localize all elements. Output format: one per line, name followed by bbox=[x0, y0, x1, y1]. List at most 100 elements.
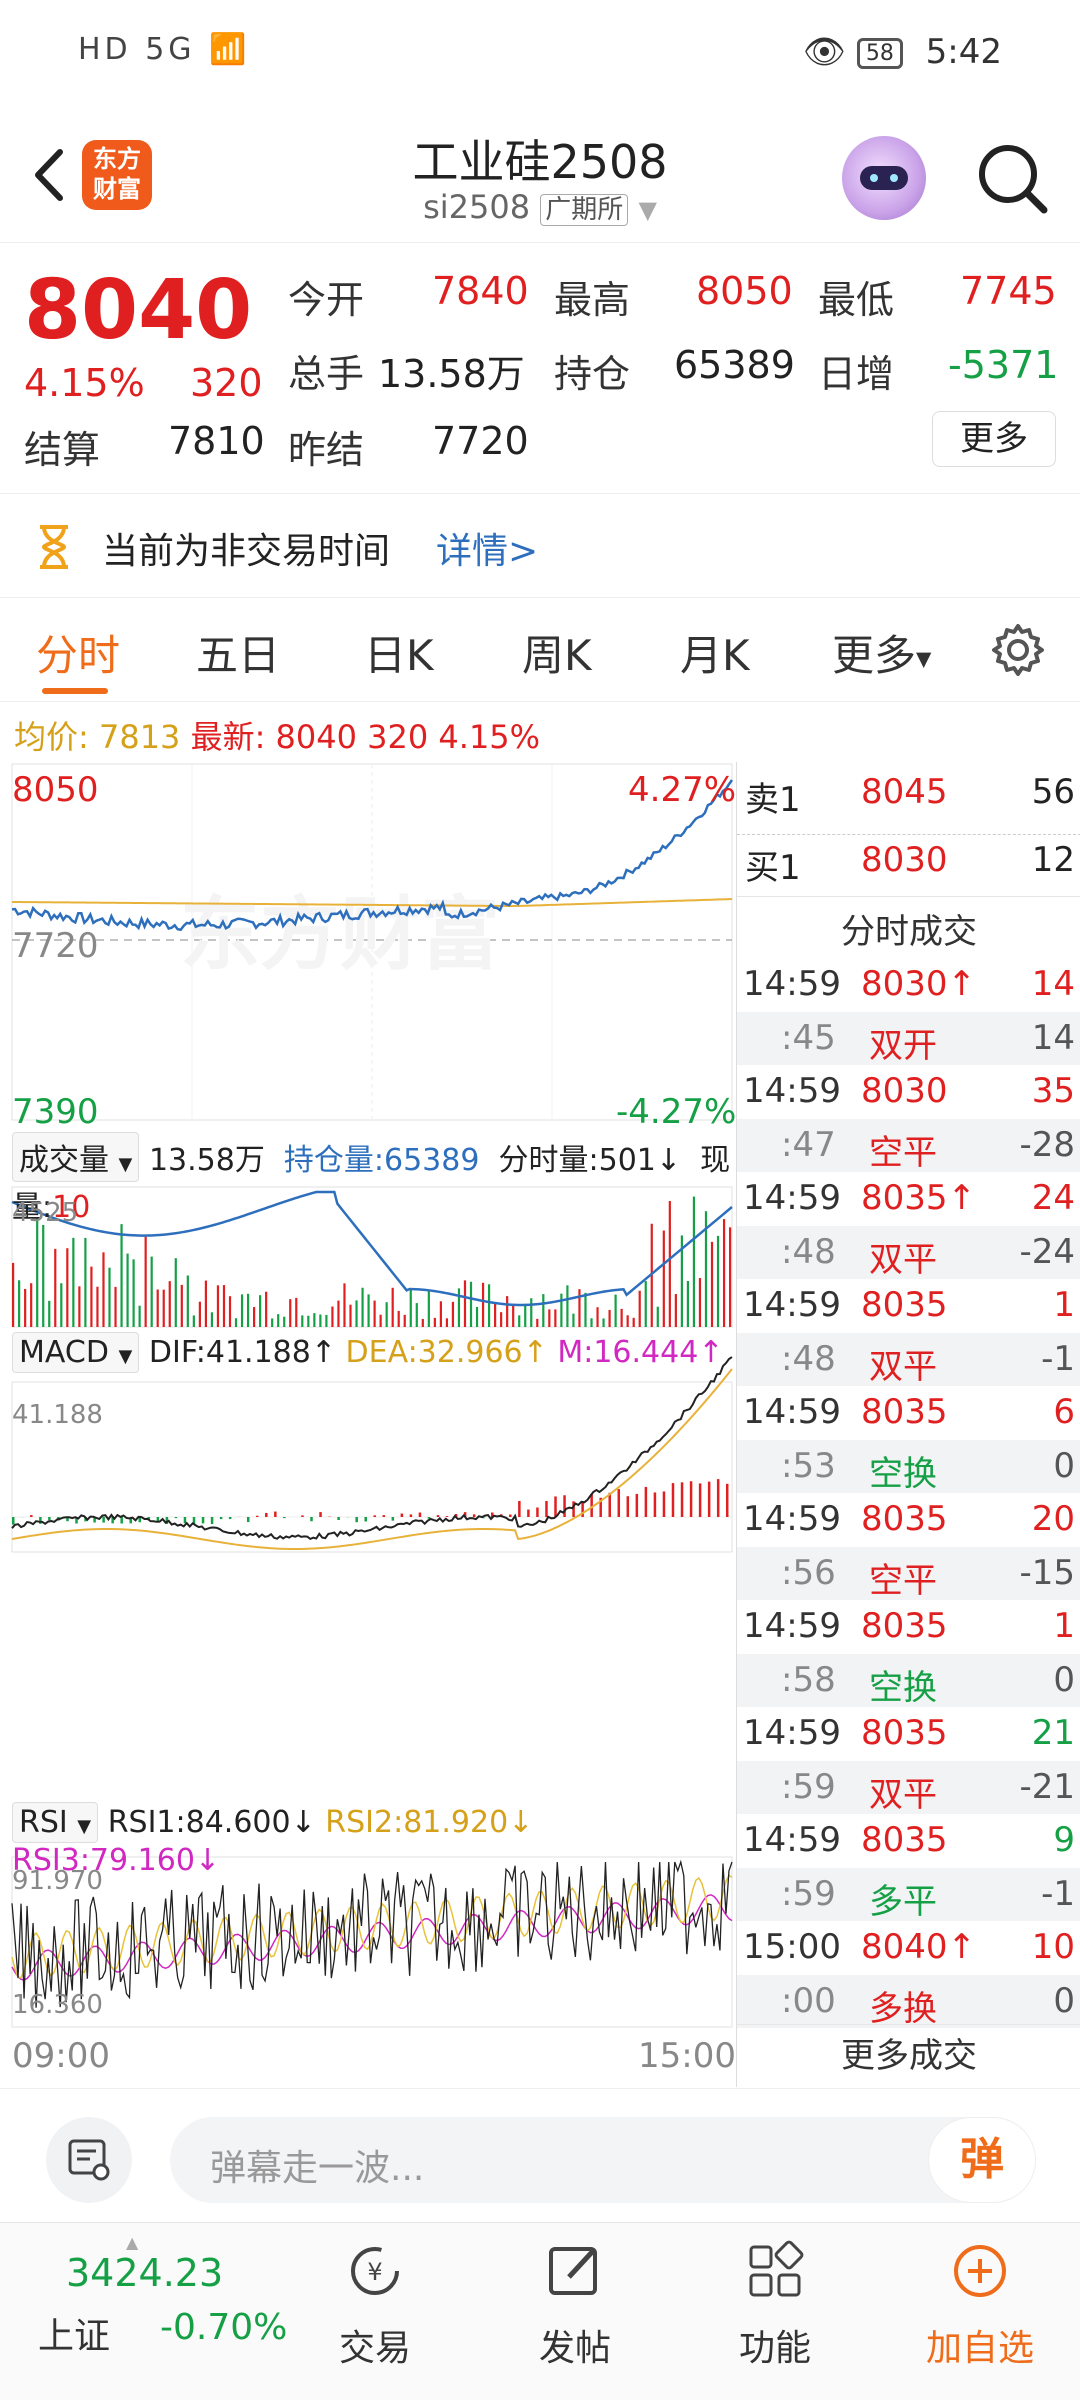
macd-histogram-bar bbox=[283, 1517, 286, 1518]
volume-bar bbox=[271, 1318, 273, 1327]
volume-bar bbox=[476, 1307, 478, 1327]
danmaku-send-button[interactable]: 弹 bbox=[928, 2117, 1036, 2203]
volume-bar bbox=[596, 1307, 598, 1327]
tab-more[interactable]: 更多▼ bbox=[832, 622, 931, 683]
volume-axis-label: 4525 bbox=[12, 1198, 78, 1228]
volume-bar bbox=[416, 1303, 418, 1327]
trade-seconds: :45 bbox=[781, 1018, 836, 1058]
trade-oi-change: 0 bbox=[1053, 1660, 1075, 1700]
tab-five-day[interactable]: 五日 bbox=[196, 622, 280, 683]
notice-detail-link[interactable]: 详情> bbox=[436, 522, 538, 574]
macd-dropdown-label: MACD bbox=[19, 1335, 109, 1370]
macd-histogram-bar bbox=[563, 1495, 566, 1517]
trade-price: 8035 bbox=[861, 1713, 948, 1753]
volume-bar bbox=[12, 1263, 14, 1327]
volume-bar bbox=[398, 1311, 400, 1327]
trade-type: 双平 bbox=[869, 1339, 937, 1388]
macd-histogram-bar bbox=[473, 1514, 476, 1517]
volume-bar bbox=[590, 1318, 592, 1327]
tab-daily-k[interactable]: 日K bbox=[364, 622, 434, 683]
clock: 5:42 bbox=[926, 32, 1002, 72]
rsi-indicator-dropdown[interactable]: RSI ▼ bbox=[12, 1802, 98, 1843]
nav-trade[interactable]: ¥ 交易 bbox=[290, 2223, 460, 2401]
trade-type: 多换 bbox=[869, 1981, 937, 2030]
volume-indicator-dropdown[interactable]: 成交量 ▼ bbox=[12, 1132, 139, 1182]
macd-histogram-bar bbox=[636, 1494, 639, 1517]
volume-bar bbox=[90, 1267, 92, 1327]
trade-price: 8030 bbox=[861, 1071, 948, 1111]
volume-bar bbox=[126, 1254, 128, 1327]
pct-high-label: 4.27% bbox=[628, 770, 736, 810]
time-end-label: 15:00 bbox=[638, 2036, 736, 2076]
volume-bar bbox=[18, 1280, 20, 1327]
volume-bar bbox=[687, 1281, 689, 1327]
volume-bar bbox=[325, 1315, 327, 1327]
trade-qty: 24 bbox=[1032, 1178, 1075, 1218]
trade-qty: 9 bbox=[1053, 1820, 1075, 1860]
trade-seconds: :48 bbox=[781, 1339, 836, 1379]
trade-seconds: :59 bbox=[781, 1874, 836, 1914]
nav-functions[interactable]: 功能 bbox=[690, 2223, 860, 2401]
volume-bar bbox=[639, 1291, 641, 1327]
time-start-label: 09:00 bbox=[12, 2036, 110, 2076]
dropdown-caret-icon: ▼ bbox=[77, 1816, 91, 1837]
macd-histogram-bar bbox=[518, 1501, 521, 1517]
volume-bar bbox=[374, 1301, 376, 1327]
nav-post[interactable]: 发帖 bbox=[490, 2223, 660, 2401]
macd-axis-label: 41.188 bbox=[12, 1400, 103, 1430]
high-value: 8050 bbox=[696, 269, 793, 313]
volume-bar bbox=[169, 1281, 171, 1327]
trade-seconds: :59 bbox=[781, 1767, 836, 1807]
nav-add-watchlist[interactable]: 加自选 bbox=[890, 2223, 1070, 2401]
functions-grid-icon bbox=[743, 2239, 807, 2303]
intraday-chart-svg[interactable]: 东方财富 bbox=[0, 762, 736, 2087]
settings-gear-icon[interactable] bbox=[990, 622, 1046, 678]
more-quote-button[interactable]: 更多 bbox=[932, 411, 1056, 467]
macd-histogram-bar bbox=[39, 1517, 42, 1524]
index-ticker[interactable]: ▲ 3424.23 上证 -0.70% bbox=[0, 2223, 290, 2401]
tab-intraday[interactable]: 分时 bbox=[36, 622, 120, 683]
intraday-chart-area[interactable]: 东方财富 8050 4.27% 7720 7390 -4.27% 成交量 ▼ 1… bbox=[0, 762, 736, 2087]
quote-panel: 8040 4.15% 320 结算 7810 今开 7840 最高 8050 最… bbox=[0, 243, 1080, 493]
volume-bar bbox=[392, 1288, 394, 1327]
macd-indicator-dropdown[interactable]: MACD ▼ bbox=[12, 1332, 139, 1373]
macd-histogram-bar bbox=[274, 1512, 277, 1517]
volume-bar bbox=[163, 1290, 165, 1327]
danmaku-input[interactable]: 弹幕走一波... 弹 bbox=[170, 2117, 1036, 2203]
dropdown-caret-icon: ▼ bbox=[916, 647, 931, 671]
volume-bar bbox=[627, 1315, 629, 1327]
volume-bar bbox=[494, 1304, 496, 1327]
volume-bar bbox=[36, 1217, 38, 1327]
macd-histogram-bar bbox=[337, 1517, 340, 1520]
macd-histogram-bar bbox=[355, 1517, 358, 1522]
chart-tabs: 分时 五日 日K 周K 月K 更多▼ bbox=[0, 598, 1080, 702]
tab-weekly-k[interactable]: 周K bbox=[522, 622, 592, 683]
macd-histogram-bar bbox=[545, 1501, 548, 1517]
dropdown-caret-icon[interactable]: ▼ bbox=[638, 196, 656, 224]
macd-histogram-bar bbox=[717, 1479, 720, 1517]
macd-histogram-bar bbox=[319, 1512, 322, 1517]
volume-bar bbox=[307, 1316, 309, 1327]
more-trades-button[interactable]: 更多成交 bbox=[737, 2024, 1080, 2087]
tab-monthly-k[interactable]: 月K bbox=[680, 622, 750, 683]
search-icon[interactable] bbox=[972, 138, 1052, 218]
assistant-robot-icon[interactable] bbox=[842, 136, 926, 220]
macd-histogram-bar bbox=[509, 1515, 512, 1517]
macd-histogram-bar bbox=[247, 1517, 250, 1522]
daily-inc-label: 日增 bbox=[818, 343, 894, 398]
up-caret-icon: ▲ bbox=[126, 2233, 138, 2252]
trade-time: 14:59 bbox=[743, 1392, 841, 1432]
volume-bar bbox=[108, 1268, 110, 1327]
macd-histogram-bar bbox=[690, 1481, 693, 1517]
prev-settle-value: 7720 bbox=[432, 419, 529, 463]
danmaku-list-icon[interactable] bbox=[46, 2117, 132, 2203]
exchange-badge: 广期所 bbox=[540, 194, 628, 226]
volume-bar bbox=[428, 1290, 430, 1327]
status-right: 👁 58 5:42 bbox=[803, 32, 1002, 72]
trade-qty: 20 bbox=[1032, 1499, 1075, 1539]
trade-time: 14:59 bbox=[743, 1713, 841, 1753]
volume-bar bbox=[470, 1282, 472, 1327]
avg-value: 7813 bbox=[99, 718, 180, 756]
